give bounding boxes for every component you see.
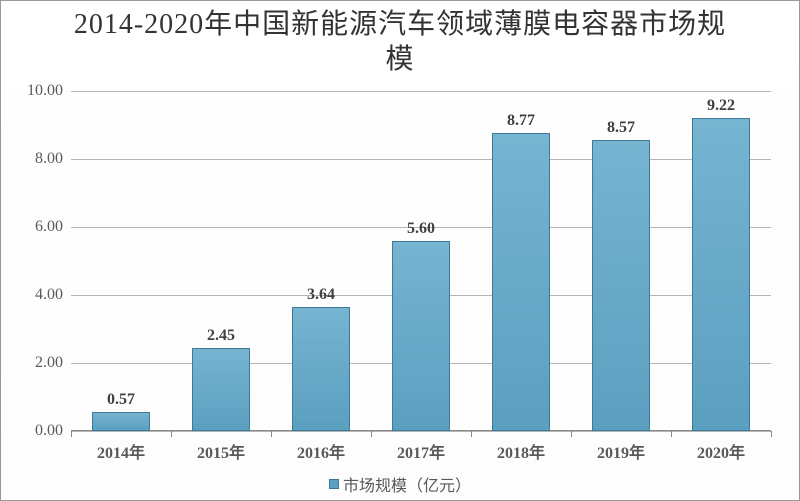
x-tickmark [371, 431, 372, 437]
bar: 8.77 [492, 133, 550, 431]
bar: 2.45 [192, 348, 250, 431]
x-tickmark [271, 431, 272, 437]
y-tick-label: 10.00 [27, 82, 63, 100]
x-tick-label: 2015年 [197, 439, 245, 463]
bar-value-label: 0.57 [107, 391, 135, 409]
chart-container: 2014-2020年中国新能源汽车领域薄膜电容器市场规模 0.002.004.0… [0, 0, 800, 501]
bar-value-label: 8.57 [607, 119, 635, 137]
x-tickmark [571, 431, 572, 437]
y-tick-label: 6.00 [35, 218, 63, 236]
x-tickmark [471, 431, 472, 437]
x-tickmark [171, 431, 172, 437]
x-tick-label: 2016年 [297, 439, 345, 463]
bar: 3.64 [292, 307, 350, 431]
bar-value-label: 5.60 [407, 220, 435, 238]
bar: 9.22 [692, 118, 750, 431]
y-tick-label: 2.00 [35, 354, 63, 372]
plot-area: 0.002.004.006.008.0010.000.572014年2.4520… [71, 91, 771, 431]
chart-title-wrap: 2014-2020年中国新能源汽车领域薄膜电容器市场规模 [1, 7, 799, 77]
x-tick-label: 2017年 [397, 439, 445, 463]
legend-label: 市场规模（亿元） [343, 472, 471, 496]
gridline [71, 159, 771, 160]
y-tick-label: 8.00 [35, 150, 63, 168]
bar: 5.60 [392, 241, 450, 431]
x-tickmark [771, 431, 772, 437]
x-tickmark [71, 431, 72, 437]
bar: 0.57 [92, 412, 150, 431]
legend-item: 市场规模（亿元） [329, 472, 471, 496]
x-tick-label: 2014年 [97, 439, 145, 463]
bar-value-label: 3.64 [307, 286, 335, 304]
x-tick-label: 2020年 [697, 439, 745, 463]
legend: 市场规模（亿元） [1, 472, 799, 496]
legend-swatch [329, 479, 339, 489]
gridline [71, 431, 771, 432]
bar: 8.57 [592, 140, 650, 431]
x-tick-label: 2019年 [597, 439, 645, 463]
bar-value-label: 2.45 [207, 327, 235, 345]
bar-value-label: 8.77 [507, 112, 535, 130]
x-tick-label: 2018年 [497, 439, 545, 463]
gridline [71, 91, 771, 92]
x-tickmark [671, 431, 672, 437]
chart-title: 2014-2020年中国新能源汽车领域薄膜电容器市场规模 [61, 7, 739, 77]
y-tick-label: 0.00 [35, 422, 63, 440]
y-tick-label: 4.00 [35, 286, 63, 304]
bar-value-label: 9.22 [707, 97, 735, 115]
